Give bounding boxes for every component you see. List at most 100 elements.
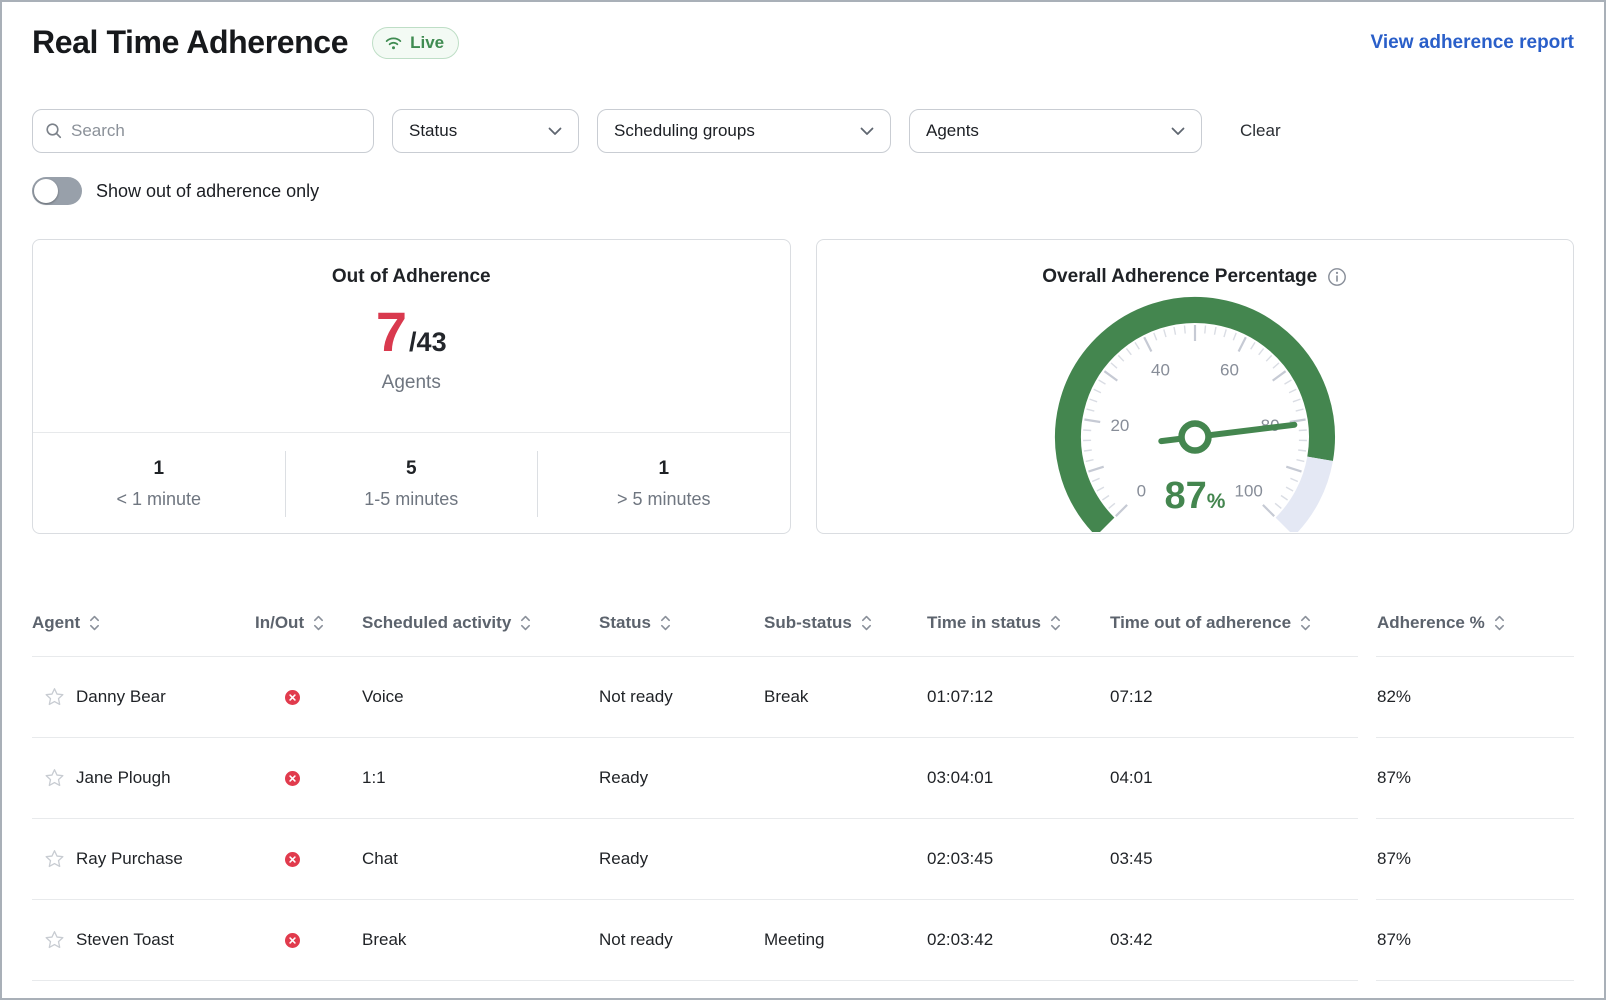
column-header-time-in-status[interactable]: Time in status	[927, 613, 1110, 633]
time-in-status-cell: 01:07:12	[927, 687, 1110, 707]
overall-adherence-card: Overall Adherence Percentage 02040608010…	[816, 239, 1575, 534]
column-header-scheduled-activity[interactable]: Scheduled activity	[362, 613, 599, 633]
live-badge-label: Live	[410, 33, 444, 53]
sort-icon[interactable]	[1300, 614, 1311, 632]
column-header-in-out[interactable]: In/Out	[255, 613, 362, 633]
column-header-label: In/Out	[255, 613, 304, 633]
out-total: /43	[409, 327, 447, 358]
status-dropdown[interactable]: Status	[392, 109, 579, 153]
breakdown-under-1-minute: 1 < 1 minute	[33, 451, 285, 517]
time-out-of-adherence-cell: 07:12	[1110, 687, 1377, 707]
svg-text:0: 0	[1136, 482, 1145, 501]
sort-icon[interactable]	[520, 614, 531, 632]
agents-dropdown-label: Agents	[926, 121, 979, 141]
status-dropdown-label: Status	[409, 121, 457, 141]
table-row[interactable]: Ray Purchase Chat Ready 02:03:45 03:45 8…	[32, 819, 1574, 899]
scheduling-groups-dropdown[interactable]: Scheduling groups	[597, 109, 891, 153]
favorite-star-icon[interactable]	[44, 849, 65, 869]
column-header-label: Scheduled activity	[362, 613, 511, 633]
column-header-status[interactable]: Status	[599, 613, 764, 633]
search-input[interactable]	[71, 121, 361, 141]
out-of-adherence-breakdown: 1 < 1 minute 5 1-5 minutes 1 > 5 minutes	[33, 432, 790, 534]
table-divider	[32, 980, 1574, 981]
column-header-label: Sub-status	[764, 613, 852, 633]
svg-text:40: 40	[1151, 360, 1170, 379]
sort-icon[interactable]	[861, 614, 872, 632]
out-of-adherence-card: Out of Adherence 7 /43 Agents 1 < 1 minu…	[32, 239, 791, 534]
column-header-adherence-[interactable]: Adherence %	[1377, 613, 1574, 633]
table-row[interactable]: Jane Plough 1:1 Ready 03:04:01 04:01 87%	[32, 738, 1574, 818]
status-cell: Ready	[599, 768, 764, 788]
sort-icon[interactable]	[1050, 614, 1061, 632]
breakdown-1-5-minutes: 5 1-5 minutes	[285, 451, 538, 517]
agent-cell: Danny Bear	[32, 687, 255, 707]
adherence-pct-cell: 87%	[1377, 768, 1574, 788]
info-icon[interactable]	[1327, 267, 1347, 287]
scheduled-activity-cell: 1:1	[362, 768, 599, 788]
search-icon	[45, 122, 63, 140]
adherence-toggle-row: Show out of adherence only	[32, 177, 1574, 205]
real-time-adherence-page: Real Time Adherence Live View adherence …	[0, 0, 1606, 1000]
breakdown-value: 1	[658, 458, 669, 480]
toggle-knob	[34, 179, 58, 203]
in-out-cell	[255, 771, 362, 786]
time-out-of-adherence-cell: 03:42	[1110, 930, 1377, 950]
out-of-adherence-title: Out of Adherence	[332, 266, 491, 288]
svg-text:87%: 87%	[1164, 475, 1225, 517]
sort-icon[interactable]	[313, 614, 324, 632]
svg-text:60: 60	[1220, 360, 1239, 379]
adherence-gauge-chart: 02040608010087%	[1045, 292, 1345, 532]
scheduled-activity-cell: Voice	[362, 687, 599, 707]
time-in-status-cell: 02:03:42	[927, 930, 1110, 950]
out-of-adherence-summary: Out of Adherence 7 /43 Agents	[33, 240, 790, 432]
agent-cell: Jane Plough	[32, 768, 255, 788]
chevron-down-icon	[860, 127, 874, 136]
out-of-adherence-icon	[285, 771, 300, 786]
column-header-label: Time out of adherence	[1110, 613, 1291, 633]
breakdown-over-5-minutes: 1 > 5 minutes	[537, 451, 790, 517]
adherence-pct-cell: 82%	[1377, 687, 1574, 707]
adherence-pct-cell: 87%	[1377, 930, 1574, 950]
column-header-agent[interactable]: Agent	[32, 613, 255, 633]
sort-icon[interactable]	[89, 614, 100, 632]
show-out-of-adherence-toggle[interactable]	[32, 177, 82, 205]
agent-name: Jane Plough	[76, 768, 171, 788]
favorite-star-icon[interactable]	[44, 768, 65, 788]
svg-text:20: 20	[1110, 416, 1129, 435]
out-of-adherence-icon	[285, 933, 300, 948]
agents-dropdown[interactable]: Agents	[909, 109, 1202, 153]
column-header-label: Adherence %	[1377, 613, 1485, 633]
overall-adherence-title: Overall Adherence Percentage	[1042, 266, 1317, 288]
out-count: 7	[376, 304, 407, 360]
breakdown-label: < 1 minute	[116, 489, 201, 510]
agent-cell: Ray Purchase	[32, 849, 255, 869]
status-cell: Not ready	[599, 687, 764, 707]
table-row[interactable]: Steven Toast Break Not ready Meeting 02:…	[32, 900, 1574, 980]
column-header-label: Time in status	[927, 613, 1041, 633]
status-cell: Ready	[599, 849, 764, 869]
scheduled-activity-cell: Chat	[362, 849, 599, 869]
sub-status-cell: Break	[764, 687, 927, 707]
search-box[interactable]	[32, 109, 374, 153]
table-body: Danny Bear Voice Not ready Break 01:07:1…	[32, 657, 1574, 981]
agent-name: Ray Purchase	[76, 849, 183, 869]
table-header-row: Agent In/Out Scheduled activity Status S…	[32, 589, 1574, 656]
agent-name: Steven Toast	[76, 930, 174, 950]
toggle-label: Show out of adherence only	[96, 181, 319, 202]
adherence-pct-cell: 87%	[1377, 849, 1574, 869]
column-header-sub-status[interactable]: Sub-status	[764, 613, 927, 633]
view-adherence-report-link[interactable]: View adherence report	[1371, 32, 1574, 54]
sort-icon[interactable]	[1494, 614, 1505, 632]
table-row[interactable]: Danny Bear Voice Not ready Break 01:07:1…	[32, 657, 1574, 737]
favorite-star-icon[interactable]	[44, 930, 65, 950]
status-cell: Not ready	[599, 930, 764, 950]
top-bar: Real Time Adherence Live View adherence …	[32, 24, 1574, 61]
in-out-cell	[255, 690, 362, 705]
sort-icon[interactable]	[660, 614, 671, 632]
page-title: Real Time Adherence	[32, 24, 348, 61]
scheduling-groups-dropdown-label: Scheduling groups	[614, 121, 755, 141]
favorite-star-icon[interactable]	[44, 687, 65, 707]
clear-filters-button[interactable]: Clear	[1240, 121, 1281, 141]
scheduled-activity-cell: Break	[362, 930, 599, 950]
column-header-time-out-of-adherence[interactable]: Time out of adherence	[1110, 613, 1377, 633]
